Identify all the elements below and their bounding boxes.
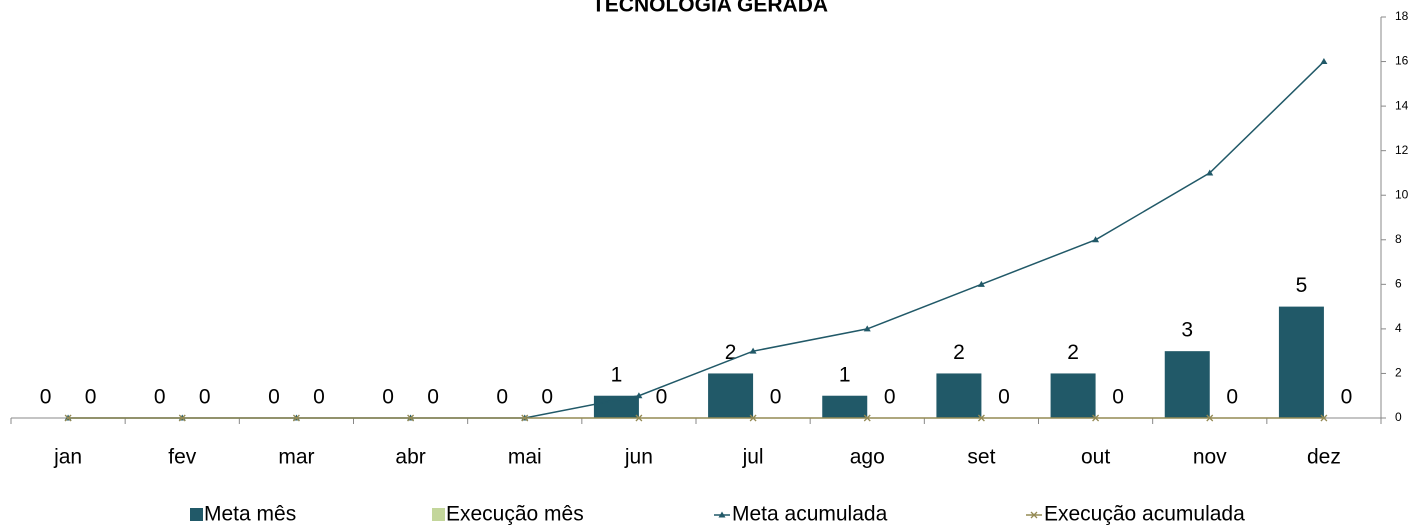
y-tick-label: 10 — [1395, 187, 1409, 201]
bar-value-label: 0 — [1341, 386, 1353, 409]
legend-label: Meta acumulada — [732, 503, 888, 525]
line-marker — [1030, 511, 1038, 519]
bar-value-label: 0 — [656, 386, 668, 409]
bar — [593, 395, 639, 418]
y-tick-label: 18 — [1395, 9, 1409, 23]
y-tick-label: 6 — [1395, 277, 1402, 291]
bar-value-label: 0 — [40, 386, 52, 409]
bar — [708, 373, 754, 418]
line-marker — [178, 414, 186, 422]
bar-value-label: 1 — [839, 363, 851, 386]
bar — [822, 395, 868, 418]
line-marker — [635, 392, 643, 399]
line-marker — [1320, 414, 1328, 422]
y-tick-label: 4 — [1395, 321, 1402, 335]
line-marker — [64, 414, 72, 422]
line-marker — [863, 414, 871, 422]
y-tick-label: 12 — [1395, 143, 1409, 157]
x-tick-label: mar — [278, 446, 314, 469]
bar — [1164, 351, 1210, 418]
bar-value-label: 0 — [268, 386, 280, 409]
x-tick-label: fev — [168, 446, 197, 469]
y-tick-label: 2 — [1395, 366, 1402, 380]
x-tick-label: set — [967, 446, 995, 469]
line-marker — [749, 347, 757, 354]
bar-value-label: 0 — [770, 386, 782, 409]
line-marker — [292, 414, 300, 422]
y-tick-label: 0 — [1395, 410, 1402, 424]
x-tick-label: mai — [508, 446, 542, 469]
legend-swatch — [190, 508, 203, 521]
line-marker — [977, 414, 985, 422]
x-tick-label: nov — [1193, 446, 1227, 469]
line-marker — [521, 414, 529, 422]
bar-value-label: 0 — [496, 386, 508, 409]
bar-value-label: 2 — [1067, 341, 1079, 364]
line-marker — [977, 280, 985, 287]
x-tick-label: dez — [1307, 446, 1341, 469]
bar-value-label: 2 — [953, 341, 965, 364]
x-tick-label: out — [1081, 446, 1110, 469]
bar-value-label: 0 — [199, 386, 211, 409]
line-marker — [749, 414, 757, 422]
bar-value-label: 0 — [85, 386, 97, 409]
line-marker — [863, 325, 871, 332]
legend-swatch — [432, 508, 445, 521]
x-tick-label: jun — [624, 446, 653, 469]
line-marker — [718, 511, 726, 518]
bar-value-label: 0 — [1226, 386, 1238, 409]
y-tick-label: 8 — [1395, 232, 1402, 246]
y-tick-label: 16 — [1395, 54, 1409, 68]
bar — [1278, 306, 1324, 418]
line-marker — [1206, 414, 1214, 422]
line-marker — [1092, 414, 1100, 422]
line — [68, 61, 1325, 419]
bar-value-label: 2 — [725, 341, 737, 364]
line-marker — [407, 414, 415, 422]
x-tick-label: jul — [742, 446, 764, 469]
x-tick-label: ago — [850, 446, 885, 469]
bar — [936, 373, 982, 418]
bar-value-label: 3 — [1181, 319, 1193, 342]
y-tick-label: 14 — [1395, 98, 1409, 112]
bar-value-label: 0 — [541, 386, 553, 409]
bar-value-label: 1 — [611, 363, 623, 386]
bar-value-label: 0 — [427, 386, 439, 409]
legend-label: Meta mês — [204, 503, 296, 525]
line-marker — [1206, 169, 1214, 176]
bar-value-label: 0 — [884, 386, 896, 409]
bar-value-label: 5 — [1296, 274, 1308, 297]
bar-value-label: 0 — [313, 386, 325, 409]
bar-value-label: 0 — [154, 386, 166, 409]
line-marker — [1320, 58, 1328, 65]
bar-value-label: 0 — [382, 386, 394, 409]
bar-value-label: 0 — [998, 386, 1010, 409]
bar — [1050, 373, 1096, 418]
x-tick-label: abr — [395, 446, 425, 469]
line-marker — [1092, 236, 1100, 243]
legend-label: Execução mês — [446, 503, 584, 525]
legend-label: Execução acumulada — [1044, 503, 1245, 525]
x-tick-label: jan — [53, 446, 82, 469]
line-marker — [635, 414, 643, 422]
bar-value-label: 0 — [1112, 386, 1124, 409]
chart-title: TECNOLOGIA GERADA — [592, 0, 828, 17]
